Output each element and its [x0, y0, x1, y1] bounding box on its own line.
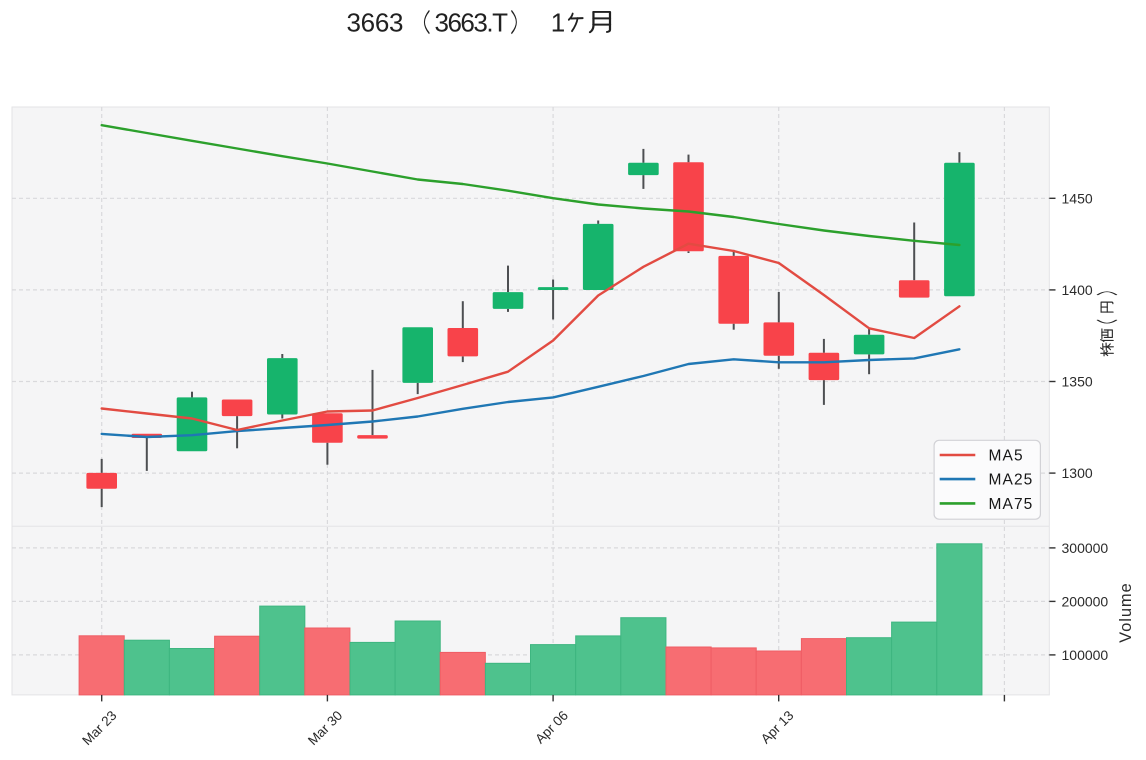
svg-text:Volume: Volume [1117, 582, 1135, 642]
svg-text:1: 1 [551, 8, 565, 38]
svg-text:MA25: MA25 [989, 472, 1034, 489]
svg-text:1400: 1400 [1062, 282, 1093, 298]
svg-text:1350: 1350 [1062, 374, 1093, 390]
svg-text:1300: 1300 [1062, 465, 1093, 481]
svg-text:200000: 200000 [1062, 593, 1109, 609]
svg-text:300000: 300000 [1062, 540, 1109, 556]
svg-text:100000: 100000 [1062, 647, 1109, 663]
svg-text:3663.T: 3663.T [435, 8, 509, 38]
svg-text:MA5: MA5 [989, 447, 1024, 464]
svg-text:1450: 1450 [1062, 190, 1093, 206]
svg-text:MA75: MA75 [989, 496, 1034, 513]
svg-text:3663: 3663 [347, 8, 404, 38]
